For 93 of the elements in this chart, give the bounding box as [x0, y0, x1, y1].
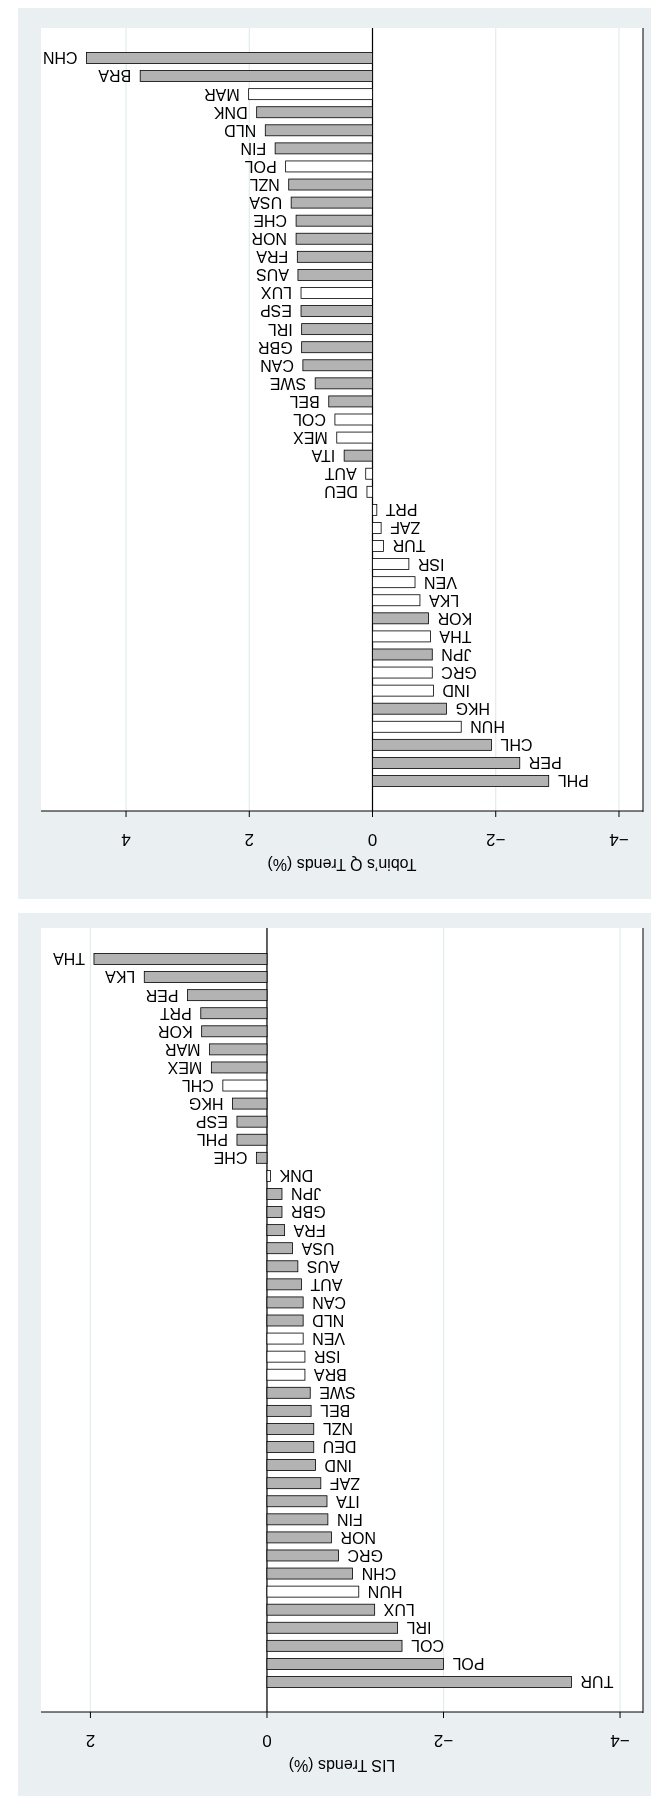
y-tick-label: AUS	[256, 266, 289, 284]
y-tick-label: FRA	[256, 248, 289, 266]
y-tick-label: NLD	[224, 121, 257, 139]
y-tick-label: HKG	[455, 700, 491, 718]
y-tick-label: VEN	[312, 1329, 346, 1347]
y-tick-label: PRT	[159, 1004, 192, 1022]
y-tick-label: DNK	[213, 103, 248, 121]
y-tick-label: KOR	[157, 1022, 193, 1040]
y-tick-label: TUR	[580, 1673, 614, 1691]
y-tick-label: ITA	[311, 447, 336, 465]
y-tick-label: HUN	[470, 718, 505, 736]
y-tick-label: GBR	[290, 1203, 326, 1221]
y-tick-label: ESP	[260, 302, 293, 320]
y-tick-label: AUS	[306, 1257, 340, 1275]
y-tick-label: HUN	[367, 1583, 403, 1601]
y-tick-label: NLD	[312, 1311, 345, 1329]
y-tick-label: USA	[301, 1239, 335, 1257]
y-tick-label: FRA	[293, 1221, 326, 1239]
x-tick-label: 0	[367, 830, 378, 850]
y-tick-label: ZAF	[389, 519, 421, 537]
y-tick-label: DEU	[322, 1438, 357, 1456]
y-tick-label: FIN	[240, 139, 267, 157]
y-tick-label: MEX	[292, 428, 328, 446]
y-tick-label: CAN	[260, 356, 294, 374]
y-tick-label: MAR	[165, 1040, 201, 1058]
y-tick-label: LUX	[383, 1601, 415, 1619]
y-tick-label: CHL	[500, 736, 533, 754]
y-tick-label: ITA	[335, 1492, 360, 1510]
y-tick-label: MEX	[167, 1058, 203, 1076]
x-tick-label: −2	[486, 830, 506, 850]
y-tick-label: PER	[528, 754, 562, 772]
x-axis-title: LIS Trends (%)	[288, 1757, 396, 1775]
y-tick-label: THA	[52, 950, 85, 968]
y-tick-label: FIN	[336, 1510, 363, 1528]
y-tick-label: COL	[410, 1637, 444, 1655]
x-axis-title: Tobin’s Q Trends (%)	[267, 856, 417, 874]
y-tick-label: GRC	[347, 1546, 384, 1564]
y-tick-label: BRA	[97, 67, 132, 85]
y-tick-label: IRL	[267, 320, 293, 338]
y-tick-label: DNK	[279, 1167, 314, 1185]
y-tick-label: ZAF	[329, 1474, 361, 1492]
y-tick-label: LKA	[428, 591, 460, 609]
y-tick-label: USA	[248, 194, 283, 211]
y-tick-label: SWE	[319, 1384, 356, 1402]
y-tick-label: NZL	[322, 1420, 353, 1438]
y-tick-label: SWE	[269, 374, 307, 392]
y-tick-label: ESP	[195, 1113, 228, 1131]
y-tick-label: PRT	[385, 501, 418, 519]
x-tick-label: −2	[433, 1731, 454, 1751]
y-tick-label: PHL	[557, 772, 589, 790]
x-tick-label: 4	[121, 830, 131, 850]
y-tick-label: BEL	[289, 392, 320, 410]
y-tick-label: CAN	[312, 1293, 346, 1311]
y-tick-label: JPN	[441, 645, 472, 663]
y-tick-label: THA	[439, 627, 472, 645]
y-tick-label: ISR	[417, 555, 445, 573]
y-tick-label: POL	[244, 157, 277, 175]
y-tick-label: NOR	[340, 1528, 376, 1546]
y-tick-label: IRL	[406, 1619, 432, 1637]
y-tick-label: CHN	[361, 1564, 397, 1582]
y-tick-label: AUT	[310, 1275, 343, 1293]
y-tick-label: VEN	[424, 573, 457, 591]
x-tick-label: −4	[609, 830, 629, 850]
y-tick-label: CHE	[253, 212, 288, 230]
y-tick-label: HKG	[188, 1095, 224, 1112]
y-tick-label: CHL	[181, 1076, 214, 1094]
y-tick-label: MAR	[204, 85, 240, 103]
y-tick-label: LKA	[104, 968, 136, 986]
y-tick-label: ISR	[313, 1348, 341, 1366]
y-tick-label: IND	[324, 1456, 353, 1474]
y-tick-label: CHN	[42, 49, 78, 67]
y-tick-label: KOR	[437, 609, 473, 627]
y-tick-label: GRC	[441, 663, 477, 681]
y-tick-label: JPN	[290, 1185, 322, 1203]
y-tick-label: BRA	[313, 1366, 347, 1384]
y-tick-label: POL	[452, 1655, 485, 1673]
y-tick-label: PER	[145, 986, 179, 1004]
x-tick-label: −4	[610, 1731, 630, 1751]
y-tick-label: COL	[292, 410, 326, 428]
x-tick-label: 2	[85, 1731, 96, 1751]
y-tick-label: NZL	[249, 175, 280, 193]
y-tick-label: PHL	[196, 1131, 228, 1149]
y-tick-label: BEL	[320, 1402, 351, 1420]
y-tick-label: DEU	[324, 483, 358, 501]
y-tick-label: IND	[442, 682, 471, 700]
y-tick-label: GBR	[257, 338, 293, 356]
y-tick-label: AUT	[324, 465, 357, 483]
y-tick-label: TUR	[392, 537, 426, 555]
y-tick-label: NOR	[251, 230, 288, 248]
x-tick-label: 2	[244, 830, 254, 850]
y-tick-label: LUX	[260, 284, 293, 302]
x-tick-label: 0	[262, 1731, 272, 1751]
y-tick-label: CHE	[213, 1149, 248, 1167]
